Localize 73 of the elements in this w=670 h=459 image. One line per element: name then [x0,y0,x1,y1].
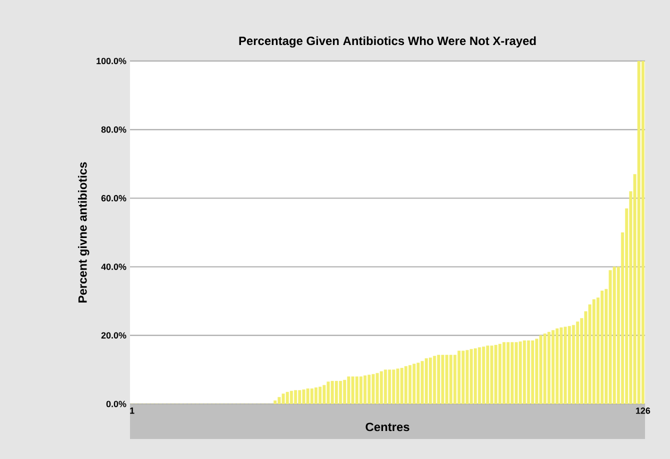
bar [490,346,494,404]
bar [274,400,277,404]
bar [449,354,452,404]
bar [424,358,428,404]
bar [286,392,289,404]
bar [330,380,334,404]
bar [498,344,502,404]
bar [535,338,538,404]
x-tick-label: 1 [130,408,134,414]
bar [612,266,616,404]
bar [506,342,510,404]
bar [514,342,518,404]
bar [608,270,612,404]
bar [592,299,596,404]
bar [310,388,314,404]
y-tick-label: 20.0% [101,332,126,339]
bar [359,376,362,404]
bar [416,362,420,404]
bar [404,366,408,404]
bar [278,397,281,404]
bar [641,60,644,404]
bar [380,371,383,404]
bar [445,354,448,404]
bar [576,322,580,404]
bar [637,60,640,404]
bar [437,354,440,404]
y-tick-label: 40.0% [101,264,126,270]
bar [355,376,358,404]
bar [462,350,465,404]
bar [306,388,310,404]
bar [564,326,567,404]
bar [600,290,604,404]
bar [510,342,514,404]
bar [282,394,285,404]
bar [376,373,379,404]
bar [420,361,424,404]
bar [474,348,477,404]
bar [560,327,563,404]
bar [556,328,559,404]
bar [568,326,571,404]
y-tick-label: 0.0% [106,400,126,408]
bar [441,354,444,404]
bar [531,340,534,404]
x-tick-label: 126 [636,408,650,414]
bar [347,376,350,404]
bar [412,364,416,404]
bar [522,340,526,404]
bar [486,346,490,404]
bar [392,370,396,404]
bar [470,349,473,404]
x-axis-title: Centres [366,422,410,432]
bar [543,334,546,404]
y-tick-label: 60.0% [101,195,126,202]
bar [368,374,371,404]
bar [428,358,432,404]
chart-title: Percentage Given Antibiotics Who Were Not X-rayed [239,36,536,48]
bar [351,376,354,404]
y-tick-label: 100.0% [96,58,126,64]
bar [518,341,522,404]
bar [334,380,338,404]
bar [343,380,346,404]
bar [322,385,326,404]
bar [298,390,302,404]
bar [400,368,404,404]
bar [302,389,306,404]
bar [372,374,375,404]
y-tick-label: 80.0% [101,126,126,133]
bar [466,350,469,404]
bar [326,382,330,404]
bar [396,368,400,404]
bar [494,344,498,404]
y-axis-title: Percent givne antibiotics [78,162,90,302]
bar [539,335,542,404]
